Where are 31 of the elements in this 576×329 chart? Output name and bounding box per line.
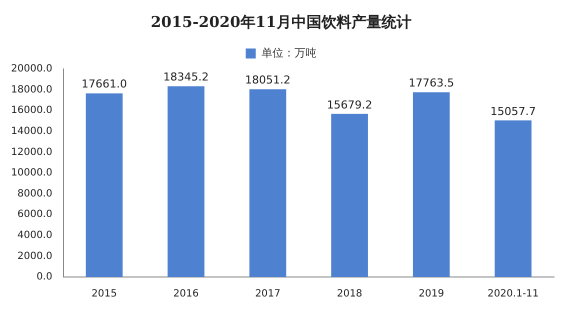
x-tick-label: 2016 [173, 288, 199, 300]
data-label: 18051.2 [245, 74, 291, 87]
y-tick-label: 18000.0 [10, 84, 52, 96]
y-tick-label: 4000.0 [17, 230, 52, 241]
bar [494, 120, 532, 277]
y-tick-label: 2000.0 [17, 250, 52, 262]
y-tick-label: 16000.0 [10, 105, 52, 116]
data-label: 18345.2 [163, 70, 209, 84]
legend-label: 单位：万吨 [261, 46, 316, 60]
chart-title: 2015-2020年11月中国饮料产量统计 [150, 12, 412, 31]
bar [412, 92, 450, 277]
x-tick-label: 2017 [255, 288, 281, 300]
data-label: 17661.0 [81, 78, 127, 91]
data-label: 15057.7 [490, 104, 536, 118]
y-tick-label: 10000.0 [10, 168, 52, 179]
x-tick-label: 2015 [92, 288, 117, 300]
y-tick-label: 6000.0 [17, 209, 52, 220]
x-tick-label: 2019 [418, 288, 444, 300]
bar [86, 93, 123, 277]
y-tick-label: 14000.0 [10, 126, 52, 137]
data-label: 15679.2 [326, 98, 372, 112]
bar [331, 114, 368, 277]
y-tick-label: 8000.0 [17, 188, 52, 200]
bar [249, 89, 286, 277]
x-tick-label: 2020.1-11 [487, 288, 539, 300]
bar [168, 86, 204, 277]
x-tick-label: 2018 [336, 288, 362, 300]
data-label: 17763.5 [408, 76, 454, 90]
y-tick-label: 0.0 [36, 272, 52, 283]
y-tick-label: 20000.0 [10, 64, 52, 75]
y-tick-label: 12000.0 [10, 146, 52, 158]
